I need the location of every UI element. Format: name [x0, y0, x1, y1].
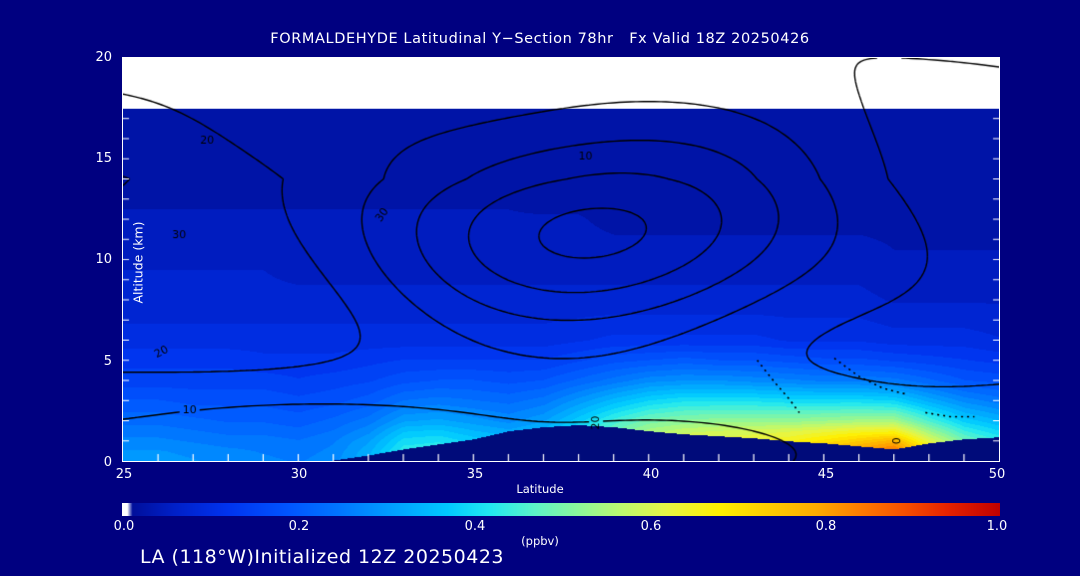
y-tick-15: 15 [95, 151, 112, 166]
colorbar [122, 503, 1000, 516]
x-tick-40: 40 [642, 467, 660, 482]
colorbar-tick-2: 0.4 [464, 519, 486, 534]
contour-overlay [123, 58, 999, 461]
colorbar-tick-0: 0.0 [113, 519, 135, 534]
x-tick-50: 50 [988, 467, 1006, 482]
figure-footer: LA (118°W)Initialized 12Z 20250423 [140, 546, 504, 568]
y-tick-10: 10 [95, 252, 112, 267]
y-tick-5: 5 [103, 354, 112, 369]
x-tick-35: 35 [466, 467, 484, 482]
plot-area [122, 57, 1000, 462]
figure-title: FORMALDEHYDE Latitudinal Y−Section 78hr … [270, 31, 810, 47]
x-tick-25: 25 [115, 467, 133, 482]
colorbar-tick-5: 1.0 [986, 519, 1008, 534]
colorbar-tick-1: 0.2 [288, 519, 310, 534]
colorbar-tick-3: 0.6 [640, 519, 662, 534]
x-tick-45: 45 [817, 467, 835, 482]
x-tick-30: 30 [290, 467, 308, 482]
y-tick-0: 0 [103, 455, 112, 470]
colorbar-unit-label: (ppbv) [521, 534, 559, 548]
y-tick-20: 20 [95, 50, 112, 65]
y-axis-label: Altitude (km) [130, 221, 146, 304]
colorbar-tick-4: 0.8 [815, 519, 837, 534]
x-axis-label: Latitude [516, 482, 564, 496]
